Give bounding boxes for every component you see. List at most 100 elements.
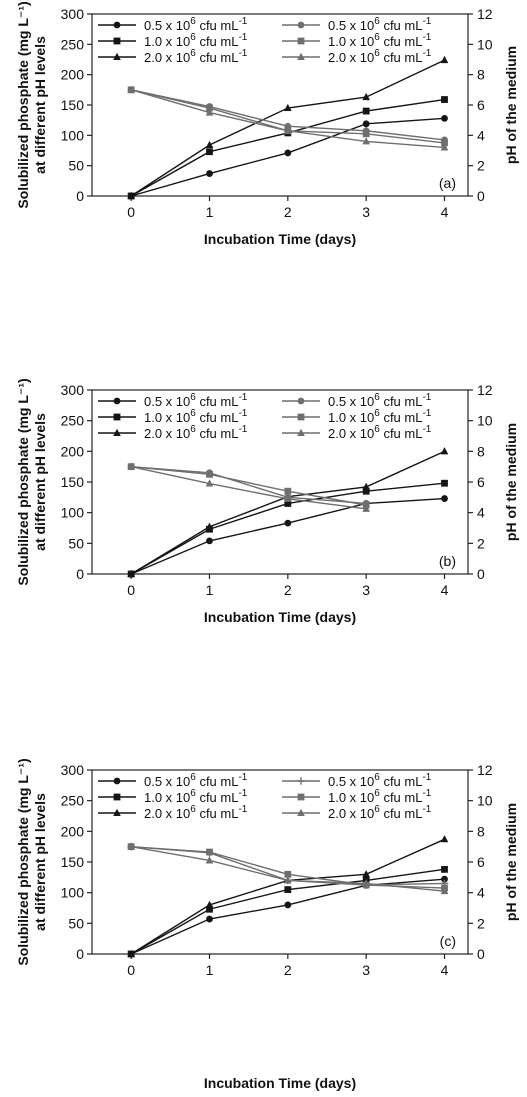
legend-entry: 2.0 x 106 cfu mL-1 xyxy=(282,804,432,821)
data-point xyxy=(362,879,370,887)
y-tick-label: 150 xyxy=(61,474,85,490)
series-6 xyxy=(127,85,449,151)
legend-label: 1.0 x 106 cfu mL-1 xyxy=(328,788,432,805)
y-tick-label: 250 xyxy=(61,793,85,809)
y-axis-title-line2: at different pH levels xyxy=(32,793,48,931)
legend-marker xyxy=(113,808,121,816)
y2-tick-label: 2 xyxy=(477,915,485,931)
legend-label: 1.0 x 106 cfu mL-1 xyxy=(144,408,248,425)
data-point xyxy=(206,148,213,156)
x-tick-label: 4 xyxy=(441,582,449,598)
data-point xyxy=(362,137,370,145)
x-tick-label: 4 xyxy=(441,962,449,978)
series-line xyxy=(131,465,367,505)
series-line xyxy=(131,465,367,510)
data-point xyxy=(206,170,213,177)
y-axis-title-line1: Solubilized phosphate (mg L⁻¹) xyxy=(15,1,31,208)
legend-entry: 0.5 x 106 cfu mL-1 xyxy=(98,392,248,409)
data-point xyxy=(362,482,370,490)
series-5 xyxy=(127,86,448,147)
y2-tick-label: 10 xyxy=(477,36,493,52)
x-tick-label: 3 xyxy=(362,582,370,598)
y-tick-label: 200 xyxy=(61,67,85,83)
data-point xyxy=(284,500,292,507)
data-point xyxy=(127,85,135,93)
legend-entry: 2.0 x 106 cfu mL-1 xyxy=(98,804,248,821)
y-tick-label: 300 xyxy=(61,382,85,398)
legend: 0.5 x 106 cfu mL-11.0 x 106 cfu mL-12.0 … xyxy=(98,16,432,65)
legend-marker xyxy=(297,397,305,405)
y2-tick-label: 2 xyxy=(477,158,485,174)
data-point xyxy=(284,876,292,884)
data-point xyxy=(127,191,135,199)
data-point xyxy=(205,856,214,864)
legend-entry: 1.0 x 106 cfu mL-1 xyxy=(98,408,248,425)
y2-tick-label: 0 xyxy=(477,188,485,204)
legend-label: 1.0 x 106 cfu mL-1 xyxy=(144,788,248,805)
data-point xyxy=(284,901,292,909)
y2-tick-label: 6 xyxy=(477,474,485,490)
y2-tick-label: 12 xyxy=(477,762,493,778)
legend-entry: 0.5 x 106 cfu mL-1 xyxy=(98,772,248,789)
data-point xyxy=(362,487,370,495)
series-6 xyxy=(127,842,449,895)
y2-tick-label: 6 xyxy=(477,97,485,113)
data-point xyxy=(127,462,135,470)
y2-tick-label: 8 xyxy=(477,823,485,839)
legend-entry: 0.5 x 106 cfu mL-1 xyxy=(282,16,432,33)
legend-marker xyxy=(113,428,121,436)
y-axis-title-line1: Solubilized phosphate (mg L⁻¹) xyxy=(15,758,31,965)
y-axis-title-line2: at different pH levels xyxy=(32,36,48,174)
data-point xyxy=(206,537,213,545)
y-tick-label: 0 xyxy=(76,566,84,582)
y-tick-label: 50 xyxy=(68,158,84,174)
series-line xyxy=(130,98,445,197)
data-point xyxy=(284,103,292,112)
legend-entry: 1.0 x 106 cfu mL-1 xyxy=(282,788,432,805)
series-6 xyxy=(127,462,370,512)
y-tick-label: 100 xyxy=(61,885,85,901)
y-tick-label: 300 xyxy=(61,762,85,778)
legend-marker xyxy=(297,428,305,436)
legend-entry: 2.0 x 106 cfu mL-1 xyxy=(98,48,248,65)
legend-marker xyxy=(297,793,305,801)
x-axis-title: Incubation Time (days) xyxy=(204,1075,356,1091)
y2-tick-label: 6 xyxy=(477,854,485,870)
y2-tick-label: 10 xyxy=(477,793,493,809)
data-point xyxy=(206,905,213,913)
data-point xyxy=(127,569,135,577)
legend-marker xyxy=(113,37,121,45)
panel-label: (a) xyxy=(439,175,456,191)
series-line xyxy=(130,89,445,149)
x-tick-label: 1 xyxy=(206,962,214,978)
y-tick-label: 50 xyxy=(68,535,84,551)
legend-marker xyxy=(113,52,121,60)
legend-marker xyxy=(113,397,121,405)
data-point xyxy=(205,522,214,530)
legend-label: 1.0 x 106 cfu mL-1 xyxy=(328,408,432,425)
data-point xyxy=(440,835,449,843)
data-point xyxy=(205,140,214,149)
data-point xyxy=(284,870,292,878)
x-tick-label: 3 xyxy=(362,204,370,220)
data-point xyxy=(127,949,135,957)
legend-entry: 2.0 x 106 cfu mL-1 xyxy=(282,424,432,441)
data-point xyxy=(284,519,292,527)
data-point xyxy=(440,886,449,895)
data-point xyxy=(441,114,448,122)
legend-label: 2.0 x 106 cfu mL-1 xyxy=(328,804,432,821)
x-tick-label: 2 xyxy=(284,962,292,978)
legend-marker xyxy=(113,413,121,421)
data-point xyxy=(284,886,292,893)
legend-entry: 1.0 x 106 cfu mL-1 xyxy=(98,788,248,805)
legend-entry: 1.0 x 106 cfu mL-1 xyxy=(282,408,432,425)
legend-label: 2.0 x 106 cfu mL-1 xyxy=(328,48,432,65)
y-axis-title-line2: at different pH levels xyxy=(32,413,48,551)
data-point xyxy=(362,130,370,138)
data-point xyxy=(206,104,213,112)
panel-label: (c) xyxy=(440,933,456,949)
x-axis-title: Incubation Time (days) xyxy=(204,609,356,625)
legend-entry: 0.5 x 106 cfu mL-1 xyxy=(282,392,432,409)
